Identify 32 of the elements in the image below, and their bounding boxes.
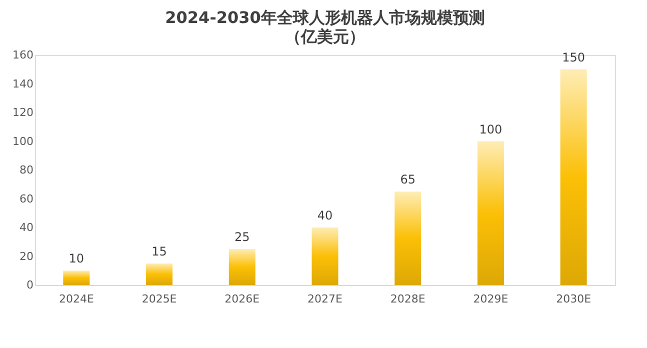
data-label: 65 xyxy=(400,172,416,187)
y-tick-label: 140 xyxy=(12,77,34,90)
y-tick-label: 80 xyxy=(20,164,34,176)
y-tick-label: 20 xyxy=(20,250,34,263)
x-tick-label: 2025E xyxy=(142,292,177,306)
x-tick-label: 2026E xyxy=(224,292,260,306)
bar xyxy=(312,228,338,285)
bar xyxy=(394,192,422,285)
chart-title: 2024-2030年全球人形机器人市场规模预测 xyxy=(165,8,485,27)
data-label: 100 xyxy=(479,122,502,136)
data-label: 15 xyxy=(152,244,167,258)
y-tick-label: 120 xyxy=(12,106,34,119)
y-tick-label: 40 xyxy=(20,221,34,234)
data-label: 150 xyxy=(562,50,586,64)
bar xyxy=(146,263,173,285)
bar xyxy=(63,270,90,285)
data-label: 10 xyxy=(68,252,84,266)
bar xyxy=(560,69,587,285)
y-tick-label: 0 xyxy=(26,278,34,292)
x-tick-label: 2030E xyxy=(556,292,592,306)
y-tick-label: 100 xyxy=(12,134,34,148)
x-tick-label: 2028E xyxy=(390,292,426,306)
y-tick-label: 60 xyxy=(20,192,34,206)
x-tick-label: 2024E xyxy=(58,292,94,306)
data-label: 25 xyxy=(234,230,250,244)
data-label: 40 xyxy=(317,208,333,222)
bar xyxy=(477,141,504,285)
x-tick-label: 2027E xyxy=(308,292,343,306)
x-tick-label: 2029E xyxy=(473,292,508,306)
chart-subtitle: （亿美元） xyxy=(285,27,365,46)
bar xyxy=(228,249,256,285)
y-tick-label: 160 xyxy=(12,48,34,62)
